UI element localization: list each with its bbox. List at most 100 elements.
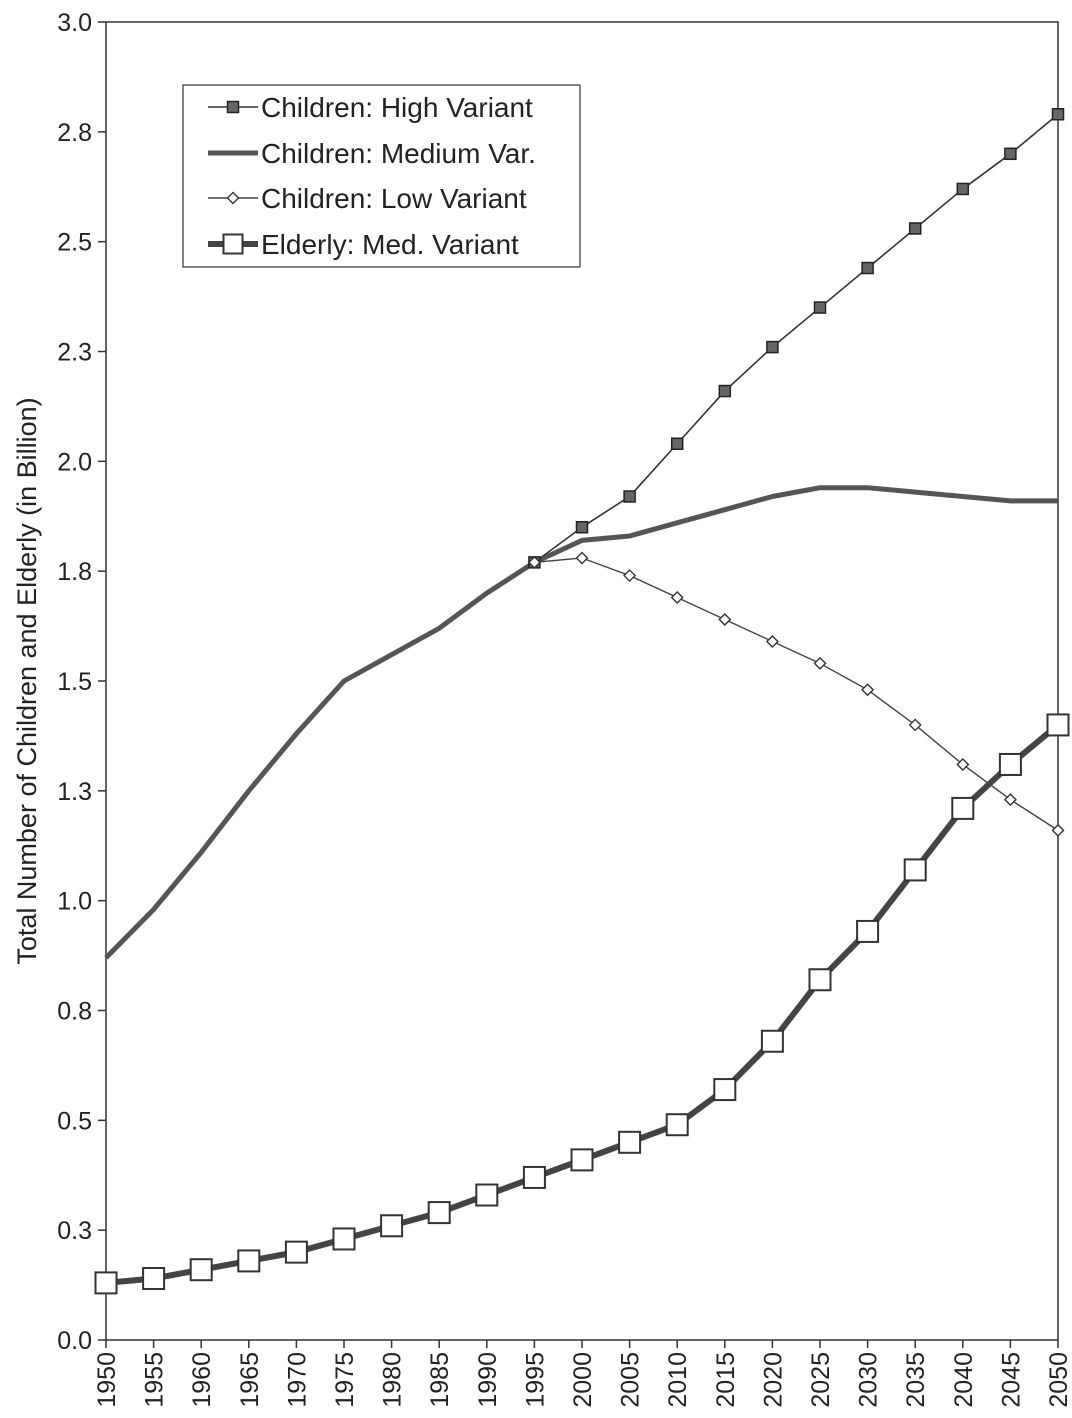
data-point bbox=[237, 1249, 261, 1273]
data-point bbox=[1051, 108, 1065, 121]
data-point bbox=[760, 1029, 784, 1053]
x-tick-label: 2025 bbox=[807, 1352, 835, 1408]
data-point bbox=[956, 182, 970, 196]
y-tick-label: 0.0 bbox=[57, 1327, 92, 1355]
data-point bbox=[908, 718, 922, 732]
data-point bbox=[427, 1201, 451, 1225]
series-line bbox=[105, 722, 1060, 1286]
legend-item: Elderly: Med. Variant bbox=[208, 229, 519, 260]
y-tick-label: 3.0 bbox=[57, 9, 92, 37]
data-point bbox=[1046, 713, 1070, 737]
series-3 bbox=[94, 713, 1070, 1295]
data-point bbox=[284, 1240, 308, 1264]
data-point bbox=[908, 222, 922, 235]
data-point bbox=[998, 752, 1022, 776]
series-line bbox=[533, 113, 1059, 564]
legend-label: Children: Medium Var. bbox=[261, 138, 536, 169]
x-tick-label: 2010 bbox=[664, 1352, 692, 1408]
legend-item: Children: Medium Var. bbox=[208, 138, 536, 169]
x-tick-label: 1990 bbox=[474, 1352, 502, 1408]
data-point bbox=[522, 1165, 546, 1189]
data-point bbox=[94, 1271, 118, 1295]
x-tick-label: 1950 bbox=[93, 1352, 121, 1408]
data-point bbox=[623, 490, 636, 503]
legend-box bbox=[182, 84, 581, 268]
x-tick-label: 1995 bbox=[521, 1352, 549, 1408]
x-tick-label: 2020 bbox=[759, 1352, 787, 1408]
x-tick-label: 2050 bbox=[1045, 1352, 1072, 1408]
data-point bbox=[903, 858, 927, 882]
data-point bbox=[765, 634, 779, 648]
data-point bbox=[861, 683, 875, 697]
data-point bbox=[142, 1266, 166, 1290]
series-line bbox=[104, 485, 1058, 960]
y-tick-label: 0.5 bbox=[57, 1107, 92, 1135]
data-point bbox=[813, 656, 827, 670]
x-tick-label: 1960 bbox=[188, 1352, 216, 1408]
y-tick-label: 0.8 bbox=[57, 998, 92, 1026]
data-point bbox=[1051, 823, 1065, 837]
data-point bbox=[189, 1258, 213, 1282]
data-point bbox=[813, 301, 827, 314]
x-tick-label: 2015 bbox=[712, 1352, 740, 1408]
x-tick-label: 2000 bbox=[569, 1352, 597, 1408]
legend-label: Elderly: Med. Variant bbox=[261, 229, 519, 260]
data-point bbox=[570, 1148, 594, 1172]
series-1 bbox=[104, 485, 1058, 960]
data-point bbox=[713, 1078, 737, 1102]
y-axis-title: Total Number of Children and Elderly (in… bbox=[12, 397, 42, 964]
y-tick-label: 1.8 bbox=[57, 558, 92, 586]
legend-label: Children: Low Variant bbox=[261, 183, 527, 214]
data-point bbox=[332, 1227, 356, 1251]
data-point bbox=[718, 613, 732, 626]
data-point bbox=[665, 1113, 689, 1137]
x-tick-label: 1985 bbox=[426, 1352, 454, 1408]
y-tick-label: 2.8 bbox=[57, 119, 92, 147]
data-point bbox=[956, 757, 970, 771]
legend-marker bbox=[222, 233, 244, 255]
x-tick-label: 1980 bbox=[379, 1352, 407, 1408]
y-tick-label: 1.0 bbox=[57, 888, 92, 916]
legend-marker bbox=[226, 191, 240, 205]
data-point bbox=[718, 384, 732, 398]
data-point bbox=[861, 261, 874, 275]
legend-label: Children: High Variant bbox=[261, 92, 533, 123]
x-tick-label: 2045 bbox=[997, 1352, 1025, 1408]
y-tick-label: 0.3 bbox=[57, 1217, 92, 1245]
series-line bbox=[534, 557, 1059, 831]
x-tick-label: 1975 bbox=[331, 1352, 359, 1408]
series-layer bbox=[94, 108, 1070, 1295]
axis-layer: 0.0 0.3 0.5 0.8 1.0 1.3 1.5 1.8 2.0 2.3 2.5 2.8 3.0 1… bbox=[57, 9, 1072, 1408]
data-point bbox=[575, 551, 589, 565]
data-point bbox=[1003, 793, 1017, 807]
x-tick-label: 1970 bbox=[283, 1352, 311, 1408]
data-point bbox=[575, 520, 589, 534]
y-tick-label: 2.3 bbox=[57, 339, 92, 367]
data-point bbox=[670, 437, 684, 451]
x-tick-label: 1955 bbox=[141, 1352, 169, 1408]
data-point bbox=[856, 919, 880, 943]
series-0 bbox=[528, 108, 1065, 569]
data-point bbox=[670, 591, 684, 605]
x-tick-label: 1965 bbox=[236, 1352, 264, 1408]
y-tick-label: 1.5 bbox=[57, 668, 92, 696]
x-tick-label: 2030 bbox=[855, 1352, 883, 1408]
series-2 bbox=[527, 551, 1065, 837]
data-point bbox=[618, 1130, 642, 1154]
data-point bbox=[527, 555, 541, 569]
data-point bbox=[766, 340, 779, 354]
legend-item: Children: Low Variant bbox=[208, 183, 527, 214]
legend: Children: High Variant Children: Medium V… bbox=[182, 84, 581, 268]
legend-marker bbox=[226, 100, 240, 114]
data-point bbox=[380, 1214, 404, 1238]
data-point bbox=[808, 968, 832, 992]
x-tick-label: 2005 bbox=[617, 1352, 645, 1408]
data-point bbox=[623, 569, 637, 583]
data-point bbox=[951, 796, 975, 820]
x-tick-label: 2040 bbox=[950, 1352, 978, 1408]
x-tick-label: 2035 bbox=[902, 1352, 930, 1408]
y-tick-label: 2.5 bbox=[57, 229, 92, 257]
data-point bbox=[1004, 147, 1017, 161]
legend-item: Children: High Variant bbox=[208, 92, 533, 123]
